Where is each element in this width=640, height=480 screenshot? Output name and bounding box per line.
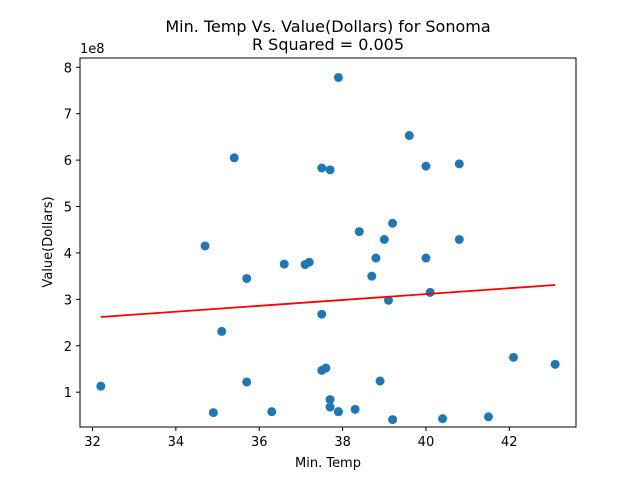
data-point <box>421 253 431 263</box>
x-tick-label: 42 <box>501 435 518 450</box>
y-tick-label: 6 <box>64 154 72 169</box>
data-point <box>317 163 327 173</box>
data-point <box>383 295 393 305</box>
data-point <box>454 159 464 169</box>
y-tick-label: 7 <box>64 108 72 123</box>
data-point <box>375 376 385 386</box>
y-tick-label: 1 <box>64 386 72 401</box>
data-point <box>242 273 252 283</box>
data-point <box>421 161 431 171</box>
y-tick-label: 5 <box>64 201 72 216</box>
chart-title: Min. Temp Vs. Value(Dollars) for Sonoma <box>165 17 490 36</box>
data-point <box>454 234 464 244</box>
y-offset-label: 1e8 <box>80 42 105 57</box>
x-tick-label: 40 <box>418 435 435 450</box>
y-axis-label: Value(Dollars) <box>41 196 56 287</box>
data-point <box>354 227 364 237</box>
data-point <box>267 407 277 417</box>
data-point <box>404 131 414 141</box>
y-tick-label: 3 <box>64 293 72 308</box>
chart-subtitle: R Squared = 0.005 <box>252 35 404 54</box>
data-point <box>304 257 314 267</box>
data-point <box>379 234 389 244</box>
x-tick-label: 36 <box>251 435 268 450</box>
data-point <box>388 218 398 228</box>
data-points <box>96 72 560 425</box>
data-point <box>208 408 218 418</box>
data-point <box>279 259 289 269</box>
data-point <box>325 402 335 412</box>
data-point <box>200 241 210 251</box>
data-point <box>388 415 398 425</box>
x-axis: 32 34 36 38 40 42 <box>84 427 518 450</box>
data-point <box>333 72 343 82</box>
data-point <box>229 153 239 163</box>
data-point <box>217 326 227 336</box>
regression-line-group <box>100 284 556 318</box>
plot-area-frame <box>79 57 577 428</box>
x-tick-label: 32 <box>84 435 101 450</box>
data-point <box>242 377 252 387</box>
y-tick-label: 8 <box>64 61 72 76</box>
x-axis-label: Min. Temp <box>295 456 361 471</box>
data-point <box>96 381 106 391</box>
data-point <box>367 271 377 281</box>
data-point <box>350 404 360 414</box>
data-point <box>325 165 335 175</box>
y-axis: 1 2 3 4 5 6 7 8 <box>64 61 80 401</box>
y-tick-label: 4 <box>64 247 72 262</box>
data-point <box>371 253 381 263</box>
data-point <box>425 287 435 297</box>
data-point <box>483 412 493 422</box>
x-tick-label: 34 <box>168 435 185 450</box>
data-point <box>333 407 343 417</box>
data-point <box>317 309 327 319</box>
data-point <box>550 359 560 369</box>
data-point <box>321 363 331 373</box>
regression-line <box>100 284 556 318</box>
data-point <box>438 414 448 424</box>
data-point <box>508 352 518 362</box>
x-tick-label: 38 <box>334 435 351 450</box>
data-point <box>325 395 335 405</box>
y-tick-label: 2 <box>64 340 72 355</box>
